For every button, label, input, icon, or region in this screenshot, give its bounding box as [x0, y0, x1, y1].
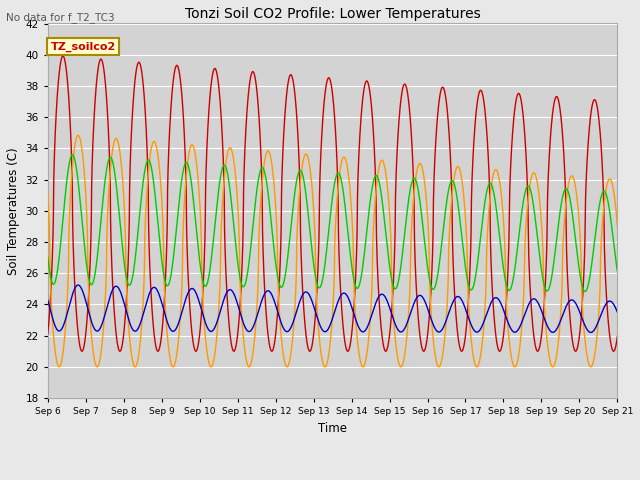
- Legend: Open -8cm, Tree -8cm, Open -16cm, Tree -16cm: Open -8cm, Tree -8cm, Open -16cm, Tree -…: [126, 479, 539, 480]
- Text: TZ_soilco2: TZ_soilco2: [51, 42, 116, 52]
- Title: Tonzi Soil CO2 Profile: Lower Temperatures: Tonzi Soil CO2 Profile: Lower Temperatur…: [185, 7, 481, 21]
- Y-axis label: Soil Temperatures (C): Soil Temperatures (C): [7, 147, 20, 275]
- Text: No data for f_T2_TC3: No data for f_T2_TC3: [6, 12, 115, 23]
- X-axis label: Time: Time: [318, 421, 347, 435]
